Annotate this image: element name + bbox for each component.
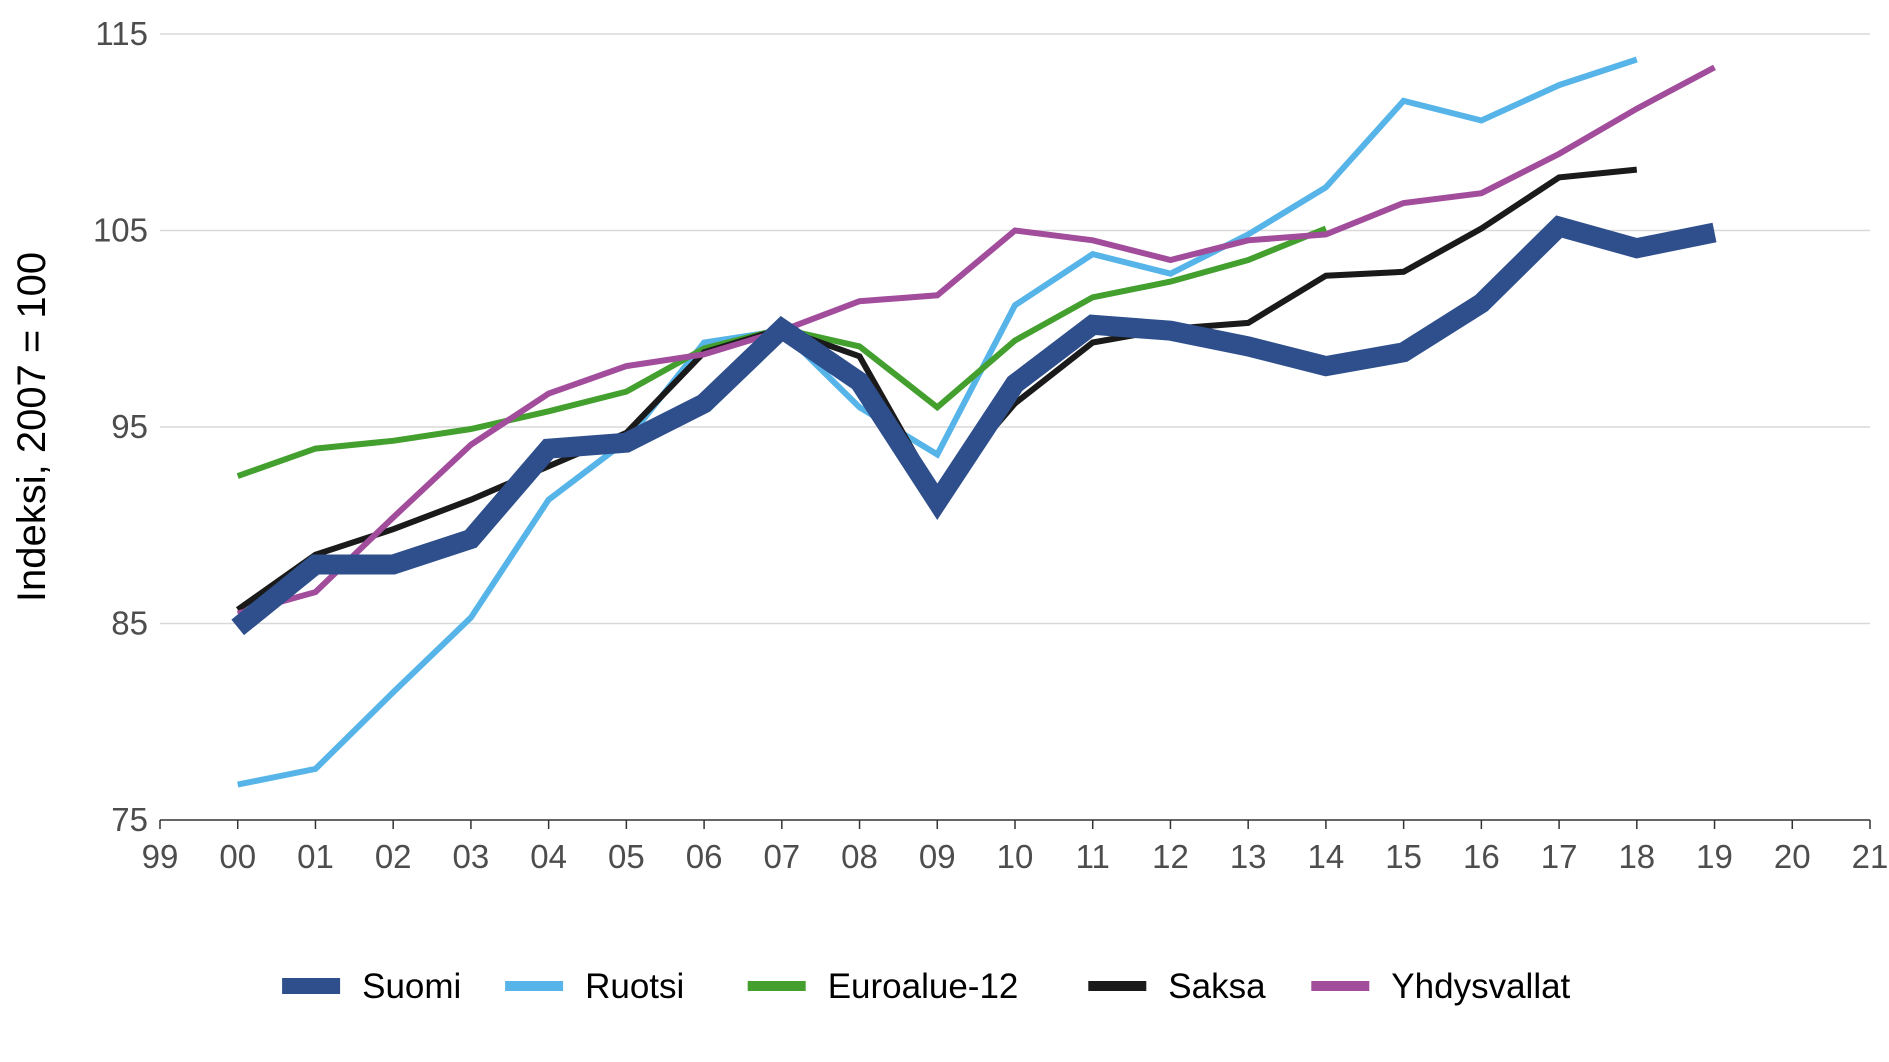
legend-label-euroalue-12: Euroalue-12	[828, 967, 1019, 1006]
x-tick-label: 13	[1230, 838, 1267, 875]
y-tick-label: 85	[111, 605, 148, 642]
legend-item-saksa: Saksa	[1088, 967, 1266, 1006]
legend-label-saksa: Saksa	[1168, 967, 1266, 1006]
legend-item-yhdysvallat: Yhdysvallat	[1311, 967, 1571, 1006]
y-tick-label: 75	[111, 801, 148, 838]
x-tick-label: 19	[1696, 838, 1733, 875]
legend-item-ruotsi: Ruotsi	[505, 967, 684, 1006]
legend: Suomi Ruotsi Euroalue-12 Saksa Yhdysvallat	[282, 967, 1571, 1006]
x-tick-label: 02	[375, 838, 412, 875]
series-line-yhdysvallat	[236, 64, 1716, 617]
legend-item-suomi: Suomi	[282, 967, 461, 1006]
x-tick-label: 99	[142, 838, 179, 875]
x-tick-label: 03	[453, 838, 490, 875]
y-tick-label: 115	[95, 15, 148, 52]
legend-label-yhdysvallat: Yhdysvallat	[1391, 967, 1570, 1006]
x-tick-label: 15	[1385, 838, 1422, 875]
x-tick-label: 21	[1852, 838, 1889, 875]
legend-label-ruotsi: Ruotsi	[585, 967, 684, 1006]
axes: 75 85 95 105 115 99 00 01 02 03 04 05 06 07 08 09 10 11 12…	[93, 15, 1888, 875]
y-tick-label: 105	[93, 212, 148, 249]
series-lines	[231, 56, 1717, 788]
y-tick-label: 95	[111, 408, 148, 445]
x-tick-label: 04	[530, 838, 567, 875]
x-tick-label: 16	[1463, 838, 1500, 875]
x-tick-label: 20	[1774, 838, 1811, 875]
series-line-suomi	[231, 215, 1717, 636]
x-tick-label: 18	[1618, 838, 1655, 875]
x-tick-label: 06	[686, 838, 723, 875]
series-line-euroalue-12	[236, 225, 1328, 479]
x-tick-label: 10	[997, 838, 1034, 875]
y-axis-title: Indeksi, 2007 = 100	[10, 252, 54, 602]
x-tick-label: 12	[1152, 838, 1189, 875]
legend-label-suomi: Suomi	[362, 967, 461, 1006]
x-tick-label: 05	[608, 838, 645, 875]
x-tick-label: 09	[919, 838, 956, 875]
x-tick-label: 07	[763, 838, 800, 875]
x-tick-label: 01	[297, 838, 334, 875]
x-tick-label: 14	[1308, 838, 1345, 875]
x-tick-label: 11	[1076, 838, 1110, 875]
legend-item-euroalue-12: Euroalue-12	[747, 967, 1019, 1006]
x-tick-label: 08	[841, 838, 878, 875]
x-tick-label: 00	[219, 838, 256, 875]
x-tick-label: 17	[1541, 838, 1578, 875]
series-line-ruotsi	[237, 56, 1638, 788]
